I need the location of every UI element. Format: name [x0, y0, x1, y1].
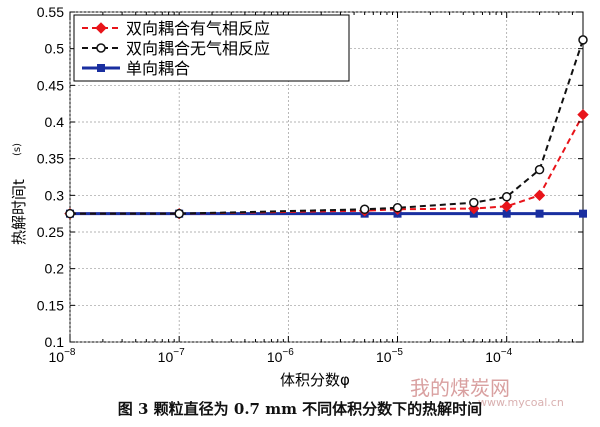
data-point [535, 209, 544, 218]
y-tick-label: 0.2 [45, 261, 65, 277]
data-point [577, 108, 589, 121]
y-tick-label: 0.45 [37, 77, 64, 93]
data-point [174, 208, 184, 219]
series-layer [64, 35, 589, 220]
y-tick-label: 0.35 [37, 151, 64, 167]
data-point [96, 43, 106, 53]
legend-label: 单向耦合 [126, 59, 190, 78]
x-tick-label: 10−7 [158, 347, 185, 365]
x-tick-label: 10−4 [485, 347, 512, 365]
y-tick-label: 0.5 [45, 41, 65, 57]
figure-caption: 图 3 颗粒直径为 0.7 mm 不同体积分数下的热解时间 [117, 400, 483, 418]
y-tick-label: 0.55 [37, 4, 64, 20]
data-point [468, 202, 480, 215]
chart: 0.1 0.15 0.2 0.25 0.3 0.35 0.4 0.45 0.5 0.55 10−8 1… [10, 4, 589, 389]
x-tick-label: 10−5 [376, 347, 403, 365]
y-tick-label: 0.4 [45, 114, 65, 130]
y-axis-label: 热解时间t [10, 179, 28, 245]
y-tick-label: 0.25 [37, 224, 64, 240]
series-line [70, 39, 584, 215]
data-point [578, 35, 588, 45]
legend-label: 双向耦合有气相反应 [126, 19, 270, 38]
x-tick-label: 10−8 [49, 347, 76, 365]
data-point [500, 200, 513, 213]
y-tick-label: 0.3 [45, 187, 65, 203]
watermark-url: www.mycoal.cn [478, 396, 564, 409]
data-point [501, 192, 512, 202]
axis-ticks: 0.1 0.15 0.2 0.25 0.3 0.35 0.4 0.45 0.5 0.55 10−8 1… [37, 4, 584, 365]
y-axis-unit: (s) [12, 143, 23, 156]
y-tick-label: 0.15 [37, 297, 64, 313]
x-axis-label: 体积分数φ [280, 371, 350, 389]
data-point [359, 204, 370, 215]
data-point [579, 209, 587, 218]
data-point [533, 189, 546, 202]
data-point [392, 203, 403, 213]
watermark-logo-text: 我的煤炭网 [410, 376, 510, 400]
data-point [469, 197, 479, 208]
data-point [534, 164, 545, 175]
legend-label: 双向耦合无气相反应 [126, 39, 270, 58]
x-tick-label: 10−6 [267, 347, 294, 365]
y-tick-label: 0.1 [45, 334, 65, 350]
legend-box [73, 14, 350, 82]
data-point [65, 208, 75, 219]
data-point [95, 22, 107, 34]
data-point [97, 64, 105, 72]
